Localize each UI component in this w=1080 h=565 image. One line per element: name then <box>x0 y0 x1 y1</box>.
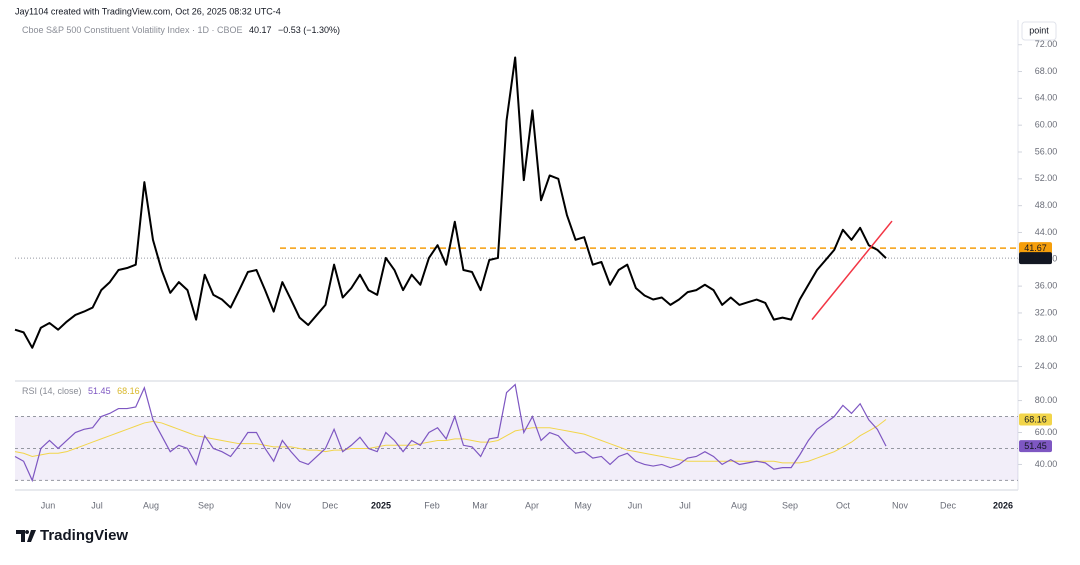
x-tick-label: Aug <box>731 500 747 510</box>
x-tick-label: 2025 <box>371 500 391 510</box>
x-tick-label: Dec <box>322 500 339 510</box>
y-tick-label: 40.00 <box>1035 459 1058 469</box>
level-tag: 41.67 <box>1024 243 1047 253</box>
rsi-line <box>14 383 887 483</box>
y-tick-label: 60.00 <box>1035 427 1058 437</box>
x-tick-label: Feb <box>424 500 440 510</box>
price-legend: Cboe S&P 500 Constituent Volatility Inde… <box>22 25 340 35</box>
x-tick-label: Apr <box>525 500 539 510</box>
x-tick-label: Jun <box>628 500 643 510</box>
y-tick-label: 60.00 <box>1035 120 1058 130</box>
rsi-ma-line <box>14 419 887 464</box>
y-tick-label: 80.00 <box>1035 395 1058 405</box>
x-tick-label: Nov <box>892 500 909 510</box>
legend-title: Cboe S&P 500 Constituent Volatility Inde… <box>22 25 242 35</box>
rsi-ma-tag: 68.16 <box>1024 414 1047 424</box>
y-tick-label: 44.00 <box>1035 227 1058 237</box>
rsi-last: 51.45 <box>88 386 111 396</box>
x-tick-label: Sep <box>198 500 214 510</box>
rsi-tag: 51.45 <box>1024 441 1047 451</box>
y-tick-label: 36.00 <box>1035 280 1058 290</box>
last-price-tag-bg <box>1019 252 1052 265</box>
rsi-legend: RSI (14, close) 51.45 68.16 <box>22 386 140 396</box>
y-tick-label: 72.00 <box>1035 39 1058 49</box>
logo-text: TradingView <box>40 527 128 544</box>
x-tick-label: Sep <box>782 500 798 510</box>
y-tick-label: 48.00 <box>1035 200 1058 210</box>
rsi-title: RSI (14, close) <box>22 386 82 396</box>
y-tick-label: 24.00 <box>1035 361 1058 371</box>
unit-label[interactable]: point <box>1029 25 1049 35</box>
x-tick-label: Jul <box>679 500 691 510</box>
y-tick-label: 56.00 <box>1035 146 1058 156</box>
price-line <box>14 56 887 349</box>
x-tick-label: Dec <box>940 500 957 510</box>
header: Jay1104 created with TradingView.com, Oc… <box>15 6 281 16</box>
legend-change: −0.53 (−1.30%) <box>278 25 340 35</box>
rsi-ma-last: 68.16 <box>117 386 140 396</box>
x-tick-label: Nov <box>275 500 292 510</box>
x-tick-label: May <box>574 500 592 510</box>
y-tick-label: 64.00 <box>1035 93 1058 103</box>
x-tick-label: Jul <box>91 500 103 510</box>
x-tick-label: Jun <box>41 500 56 510</box>
x-tick-label: Mar <box>472 500 488 510</box>
y-tick-label: 32.00 <box>1035 307 1058 317</box>
unit-box[interactable] <box>1021 21 1057 41</box>
y-tick-label: 68.00 <box>1035 66 1058 76</box>
x-tick-label: Aug <box>143 500 159 510</box>
x-tick-label: Oct <box>836 500 851 510</box>
y-tick-label: 28.00 <box>1035 334 1058 344</box>
y-tick-label: 52.00 <box>1035 173 1058 183</box>
level-tag-bg <box>1019 242 1052 255</box>
rsi-tag-bg <box>1019 440 1052 453</box>
logo: TradingView <box>16 527 128 544</box>
logo-icon <box>16 530 36 542</box>
last-price-tag: 40.17 <box>1024 253 1047 263</box>
legend-last: 40.17 <box>249 25 272 35</box>
trend-line <box>811 220 893 321</box>
x-tick-label: 2026 <box>993 500 1013 510</box>
rsi-ma-tag-bg <box>1019 413 1052 426</box>
